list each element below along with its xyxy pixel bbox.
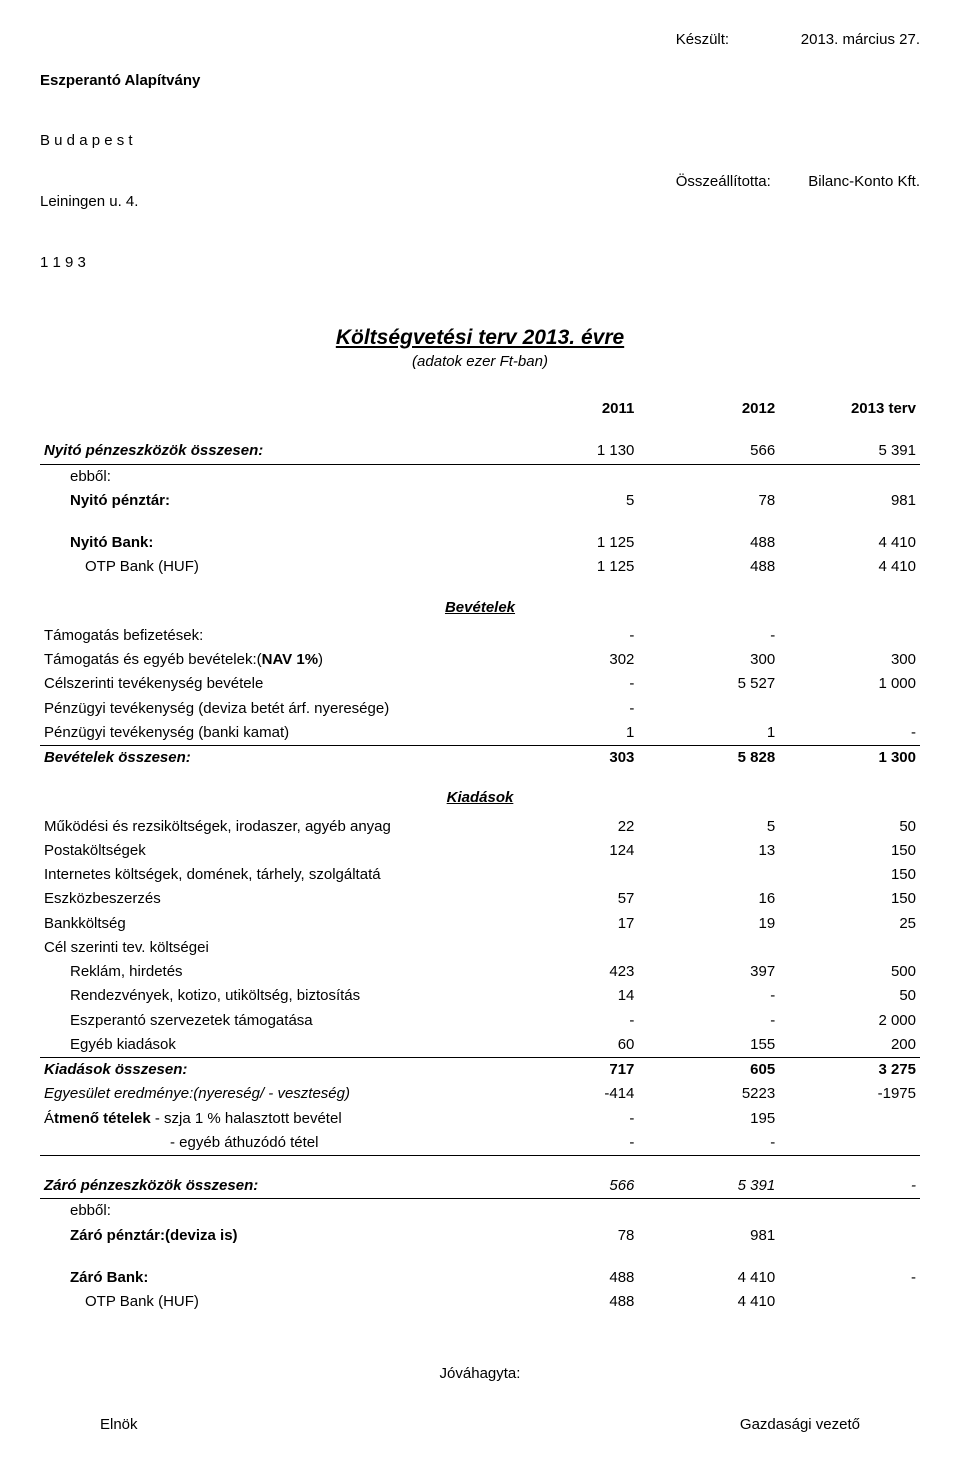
made-value: 2013. március 27.	[801, 30, 920, 172]
signature-right: Gazdasági vezető	[740, 1415, 860, 1435]
meta-block: Készült: 2013. március 27. Összeállított…	[676, 30, 920, 314]
year-header-row: 2011 2012 2013 terv	[40, 397, 920, 421]
closing-total-row: Záró pénzeszközök összesen: 566 5 391 -	[40, 1174, 920, 1199]
exp-row-1: Működési és rezsiköltségek, irodaszer, a…	[40, 815, 920, 839]
result-row: Egyesület eredménye:(nyereség/ - vesztes…	[40, 1082, 920, 1106]
opening-total-row: Nyitó pénzeszközök összesen: 1 130 566 5…	[40, 439, 920, 464]
opening-bank-row: Nyitó Bank: 1 125 488 4 410	[40, 531, 920, 555]
closing-otp-row: OTP Bank (HUF) 488 4 410	[40, 1290, 920, 1314]
closing-bank-row: Záró Bank: 488 4 410 -	[40, 1266, 920, 1290]
revenues-heading: Bevételek	[40, 580, 920, 624]
exp-row-10: Egyéb kiadások 60 155 200	[40, 1033, 920, 1058]
exp-row-9: Eszperantó szervezetek támogatása - - 2 …	[40, 1009, 920, 1033]
approved-label: Jóváhagyta:	[40, 1364, 920, 1384]
rev-row-5: Pénzügyi tevékenység (banki kamat) 1 1 -	[40, 721, 920, 746]
org-street: Leiningen u. 4.	[40, 192, 200, 212]
rev-row-2: Támogatás és egyéb bevételek:(NAV 1%) 30…	[40, 648, 920, 672]
exp-sum-row: Kiadások összesen: 717 605 3 275	[40, 1058, 920, 1083]
closing-cash-row: Záró pénztár:(deviza is) 78 981	[40, 1224, 920, 1248]
atmeno-row-1: Átmenő tételek - szja 1 % halasztott bev…	[40, 1107, 920, 1131]
rev-sum-row: Bevételek összesen: 303 5 828 1 300	[40, 746, 920, 771]
org-zip: 1 1 9 3	[40, 253, 200, 273]
financial-table: 2011 2012 2013 terv Nyitó pénzeszközök ö…	[40, 397, 920, 1314]
compiled-value: Bilanc-Konto Kft.	[801, 172, 920, 314]
signature-row: Elnök Gazdasági vezető	[40, 1415, 920, 1435]
org-city: B u d a p e s t	[40, 131, 200, 151]
rev-row-4: Pénzügyi tevékenység (deviza betét árf. …	[40, 697, 920, 721]
exp-row-4: Eszközbeszerzés 57 16 150	[40, 887, 920, 911]
compiled-label: Összeállította:	[676, 172, 771, 314]
document-header: Eszperantó Alapítvány B u d a p e s t Le…	[40, 30, 920, 314]
document-page: Eszperantó Alapítvány B u d a p e s t Le…	[0, 0, 960, 1475]
title-block: Költségvetési terv 2013. évre (adatok ez…	[40, 324, 920, 373]
org-block: Eszperantó Alapítvány B u d a p e s t Le…	[40, 30, 200, 314]
exp-row-3: Internetes költségek, domének, tárhely, …	[40, 863, 920, 887]
expenses-heading: Kiadások	[40, 770, 920, 814]
org-name: Eszperantó Alapítvány	[40, 71, 200, 91]
year-col-2: 2012	[638, 397, 779, 421]
year-col-1: 2011	[498, 397, 639, 421]
opening-total-label: Nyitó pénzeszközök összesen:	[40, 439, 498, 464]
opening-cash-row: Nyitó pénztár: 5 78 981	[40, 489, 920, 513]
opening-otp-row: OTP Bank (HUF) 1 125 488 4 410	[40, 555, 920, 579]
exp-row-5: Bankköltség 17 19 25	[40, 912, 920, 936]
closing-ebbol-row: ebből:	[40, 1199, 920, 1224]
exp-row-2: Postaköltségek 124 13 150	[40, 839, 920, 863]
rev-row-3: Célszerinti tevékenység bevétele - 5 527…	[40, 672, 920, 696]
year-col-3: 2013 terv	[779, 397, 920, 421]
made-label: Készült:	[676, 30, 771, 172]
exp-row-7: Reklám, hirdetés 423 397 500	[40, 960, 920, 984]
document-subtitle: (adatok ezer Ft-ban)	[40, 352, 920, 372]
opening-ebbol-row: ebből:	[40, 464, 920, 489]
document-title: Költségvetési terv 2013. évre	[40, 324, 920, 352]
exp-row-8: Rendezvények, kotizo, utiköltség, biztos…	[40, 984, 920, 1008]
atmeno-row-2: - egyéb áthuzódó tétel - -	[40, 1131, 920, 1156]
rev-row-1: Támogatás befizetések: - -	[40, 624, 920, 648]
exp-row-6: Cél szerinti tev. költségei	[40, 936, 920, 960]
signature-left: Elnök	[100, 1415, 138, 1435]
